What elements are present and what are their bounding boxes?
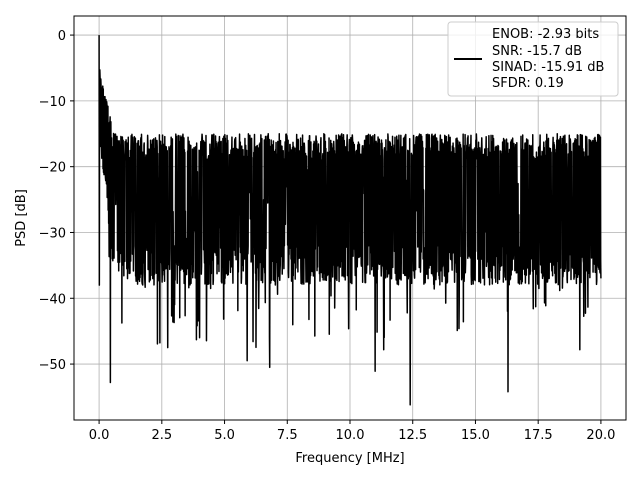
y-tick-label: −20 xyxy=(39,161,66,176)
x-tick-label: 2.5 xyxy=(151,428,172,443)
x-tick-label: 20.0 xyxy=(586,428,615,443)
x-tick-label: 10.0 xyxy=(336,428,365,443)
x-tick-label: 0.0 xyxy=(89,428,110,443)
psd-series-path xyxy=(98,35,602,406)
y-tick-label: −50 xyxy=(39,358,66,373)
y-tick-label: −10 xyxy=(39,95,66,110)
x-tick-label: 15.0 xyxy=(461,428,490,443)
y-tick-label: −40 xyxy=(39,292,66,307)
x-axis-label: Frequency [MHz] xyxy=(295,451,404,466)
legend-box xyxy=(447,21,619,97)
legend-entry-enob: ENOB: -2.93 bits xyxy=(492,27,599,42)
x-axis-ticks: 0.0 2.5 5.0 7.5 10.0 12.5 15.0 17.5 20.0 xyxy=(89,420,615,443)
legend: ENOB: -2.93 bits SNR: -15.7 dB SINAD: -1… xyxy=(447,21,619,97)
psd-series-line xyxy=(98,35,602,406)
x-tick-label: 7.5 xyxy=(277,428,298,443)
legend-entry-sinad: SINAD: -15.91 dB xyxy=(492,60,604,75)
y-tick-label: 0 xyxy=(58,29,66,44)
x-tick-label: 17.5 xyxy=(524,428,553,443)
legend-entry-snr: SNR: -15.7 dB xyxy=(492,44,582,59)
x-tick-label: 5.0 xyxy=(214,428,235,443)
y-axis-label: PSD [dB] xyxy=(14,189,29,247)
y-axis-ticks: 0 −10 −20 −30 −40 −50 xyxy=(39,29,74,373)
x-tick-label: 12.5 xyxy=(398,428,427,443)
y-tick-label: −30 xyxy=(39,226,66,241)
legend-entry-sfdr: SFDR: 0.19 xyxy=(492,76,564,91)
